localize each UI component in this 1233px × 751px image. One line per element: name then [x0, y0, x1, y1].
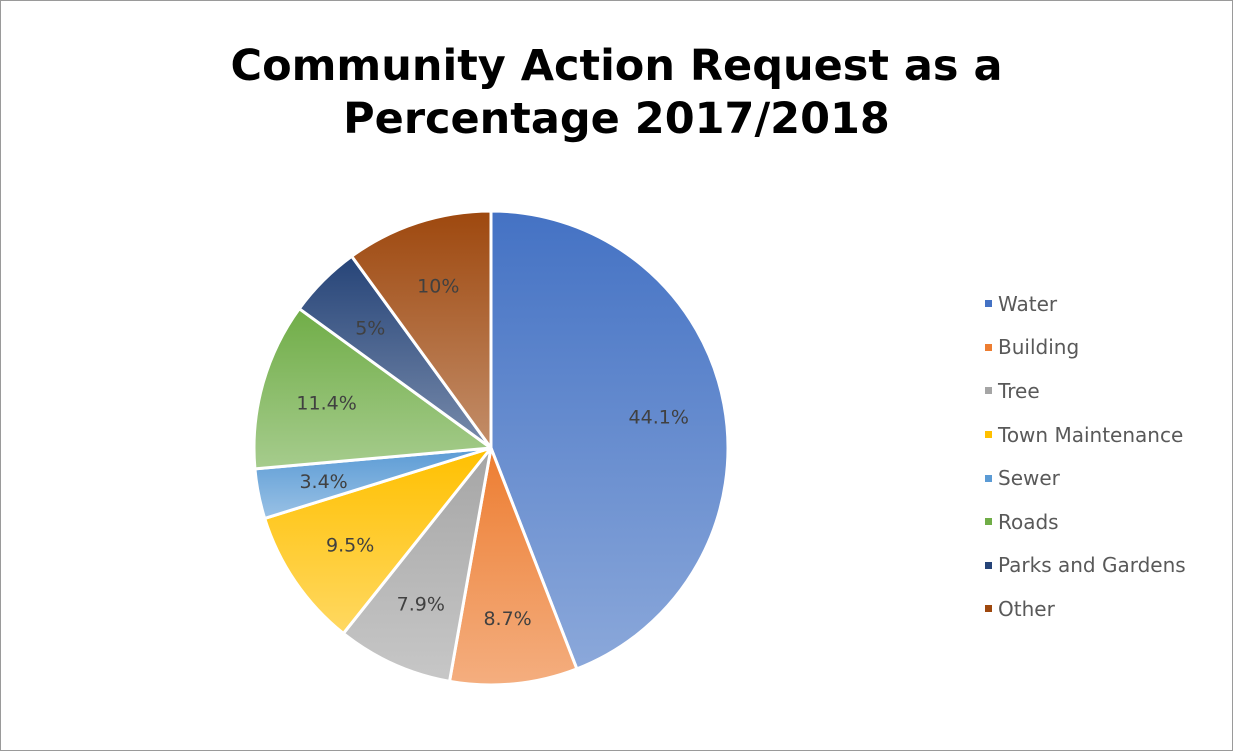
data-label-sewer: 3.4% — [299, 471, 347, 493]
legend-swatch-tree — [985, 387, 992, 395]
legend-label-town-maintenance: Town Maintenance — [998, 422, 1184, 447]
legend-swatch-water — [985, 300, 992, 308]
legend-item-roads: Roads — [985, 500, 1225, 544]
legend-item-building: Building — [985, 326, 1225, 370]
legend-label-sewer: Sewer — [998, 466, 1060, 491]
legend-swatch-other — [985, 605, 992, 613]
legend-swatch-roads — [985, 518, 992, 526]
data-label-building: 8.7% — [483, 608, 531, 630]
legend-item-other: Other — [985, 587, 1225, 631]
legend-item-town-maintenance: Town Maintenance — [985, 413, 1225, 457]
pie-slices — [252, 209, 730, 687]
pie-slice-water — [489, 209, 730, 671]
legend-item-tree: Tree — [985, 369, 1225, 413]
legend-swatch-town-maintenance — [985, 431, 992, 439]
legend-label-water: Water — [998, 291, 1058, 316]
data-label-water: 44.1% — [629, 407, 689, 429]
pie-slice-other — [350, 209, 493, 450]
data-label-roads: 11.4% — [296, 393, 356, 415]
legend-label-tree: Tree — [998, 378, 1040, 403]
pie-slice-roads — [252, 307, 493, 471]
legend-swatch-building — [985, 343, 992, 351]
chart-legend: Water Building Tree Town Maintenance Sewer Ro… — [985, 282, 1225, 631]
pie-slice-town-maintenance — [263, 446, 493, 635]
data-label-tree: 7.9% — [397, 594, 445, 616]
legend-item-water: Water — [985, 282, 1225, 326]
legend-label-parks-and-gardens: Parks and Gardens — [998, 553, 1186, 578]
chart-title-line-1: Community Action Request as a — [230, 41, 1003, 91]
legend-label-other: Other — [998, 596, 1055, 621]
legend-swatch-sewer — [985, 474, 992, 482]
data-label-parks-and-gardens: 5% — [355, 317, 385, 339]
chart-title: Community Action Request as a Percentage… — [0, 40, 1233, 146]
legend-swatch-parks-and-gardens — [985, 561, 992, 569]
pie-data-labels: 44.1% 8.7% 7.9% 9.5% 3.4% 11.4% 5% 10% — [296, 276, 688, 630]
legend-item-sewer: Sewer — [985, 456, 1225, 500]
legend-label-roads: Roads — [998, 509, 1059, 534]
data-label-town-maintenance: 9.5% — [326, 534, 374, 556]
data-label-other: 10% — [417, 276, 459, 298]
chart-title-line-2: Percentage 2017/2018 — [343, 94, 890, 144]
pie-slice-tree — [341, 446, 493, 683]
legend-item-parks-and-gardens: Parks and Gardens — [985, 544, 1225, 588]
legend-label-building: Building — [998, 335, 1080, 360]
